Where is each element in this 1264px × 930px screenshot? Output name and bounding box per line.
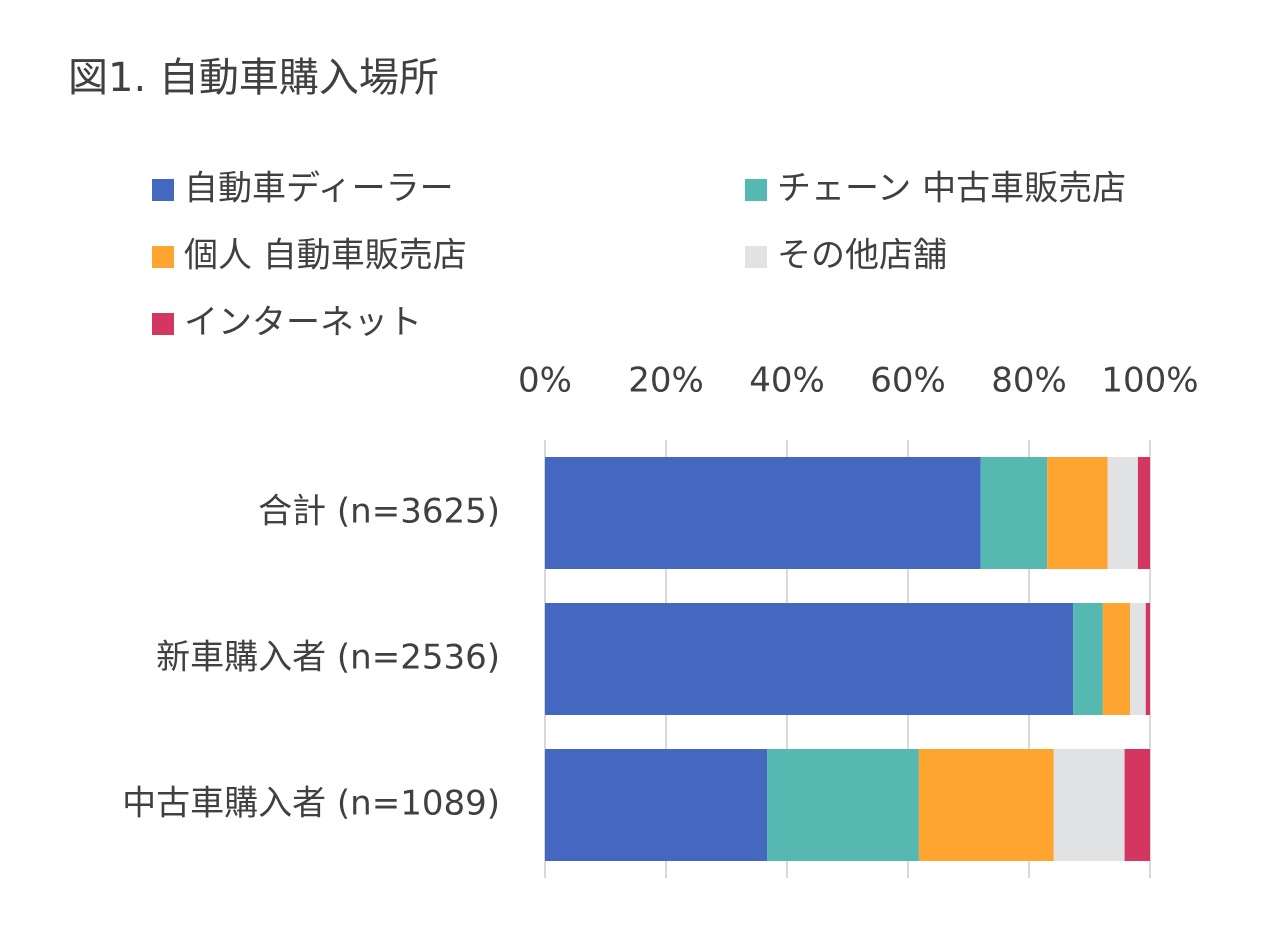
bar-segment xyxy=(1137,457,1150,569)
bar-segment xyxy=(918,749,1054,861)
bar-segment xyxy=(545,749,768,861)
bar-segment xyxy=(767,749,919,861)
x-tick-label: 0% xyxy=(518,361,572,401)
bar-segment xyxy=(1107,457,1138,569)
x-tick-label: 100% xyxy=(1101,361,1198,401)
bar-segment xyxy=(1053,749,1125,861)
legend-label: その他店舗 xyxy=(777,236,947,276)
bar-segment xyxy=(1047,457,1108,569)
legend-label: 個人 自動車販売店 xyxy=(184,236,467,276)
legend-swatch xyxy=(152,313,174,335)
bar-segment xyxy=(545,603,1074,715)
bar-segment xyxy=(980,457,1048,569)
y-tick-label: 新車購入者 (n=2536) xyxy=(156,638,500,678)
bar-segment xyxy=(545,457,981,569)
legend-label: 自動車ディーラー xyxy=(184,169,454,209)
chart-title: 図1. 自動車購入場所 xyxy=(68,55,439,101)
legend-swatch xyxy=(745,179,767,201)
legend-swatch xyxy=(745,246,767,268)
x-tick-label: 80% xyxy=(991,361,1067,401)
bar-segment xyxy=(1102,603,1131,715)
bar-segment xyxy=(1145,603,1150,715)
legend-swatch xyxy=(152,246,174,268)
bar-segment xyxy=(1130,603,1146,715)
y-tick-label: 合計 (n=3625) xyxy=(258,492,500,532)
x-tick-label: 40% xyxy=(749,361,825,401)
x-tick-label: 60% xyxy=(870,361,946,401)
bar-segment xyxy=(1124,749,1150,861)
bar-segment xyxy=(1073,603,1103,715)
legend-label: インターネット xyxy=(184,303,422,343)
y-tick-label: 中古車購入者 (n=1089) xyxy=(122,784,500,824)
x-tick-label: 20% xyxy=(628,361,704,401)
legend-swatch xyxy=(152,179,174,201)
legend-label: チェーン 中古車販売店 xyxy=(777,169,1126,209)
